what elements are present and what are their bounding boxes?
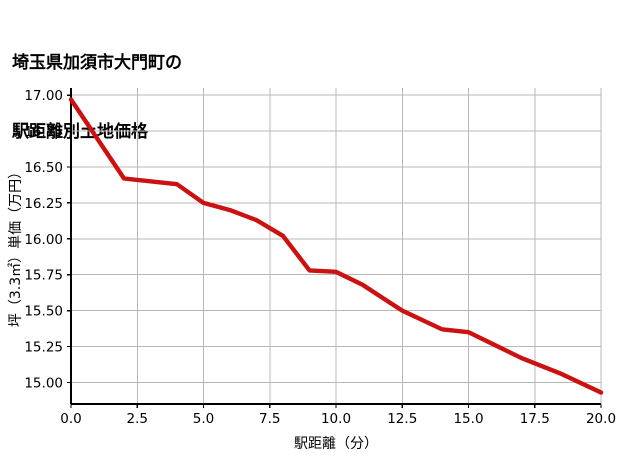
y-tick-label: 15.25 [24,340,63,356]
y-axis-label: 坪（3.3㎡）単価（万円） [8,165,24,327]
x-tick-label: 7.5 [259,411,280,427]
y-tick-label: 16.50 [24,160,63,176]
y-tick-label: 16.75 [24,124,63,140]
y-tick-label: 15.75 [24,268,63,284]
data-series-line [68,97,604,395]
x-tick-label: 5.0 [193,411,214,427]
y-tick-label: 16.00 [24,232,63,248]
x-tick-label: 12.5 [387,411,417,427]
y-tick-label: 16.25 [24,196,63,212]
y-tick-label: 15.00 [24,375,63,391]
x-tick-label: 0.0 [60,411,81,427]
y-tick-label: 17.00 [24,88,63,104]
chart-title-line-1: 埼玉県加須市大門町の [12,52,182,73]
x-tick-label: 10.0 [321,411,351,427]
y-tick-label: 15.50 [24,304,63,320]
x-tick-label: 20.0 [586,411,616,427]
chart-title: 埼玉県加須市大門町の 駅距離別土地価格 [12,6,182,190]
chart-title-line-2: 駅距離別土地価格 [12,121,148,142]
x-tick-label: 2.5 [127,411,148,427]
x-tick-label: 15.0 [453,411,483,427]
x-tick-label: 17.5 [520,411,550,427]
x-axis-label: 駅距離（分） [294,435,378,452]
y-axis-ticks: 15.00 15.25 15.50 15.75 16.00 16.25 16.50 16.75… [24,88,71,391]
x-axis-ticks: 0.0 2.5 5.0 7.5 10.0 12.5 15.0 17.5 20.0 [60,404,616,427]
